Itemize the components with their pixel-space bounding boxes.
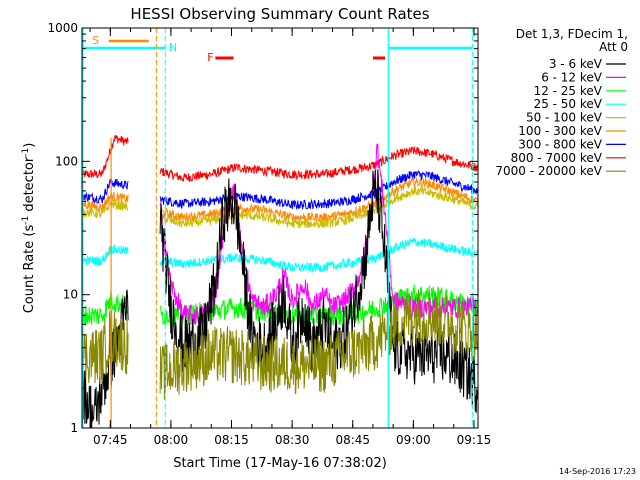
- y-tick-label: 1: [70, 421, 78, 435]
- series-line-6: [159, 143, 479, 326]
- legend-label: 3 - 6 keV: [549, 57, 603, 71]
- legend-label: 7000 - 20000 keV: [495, 164, 602, 178]
- x-tick-label: 08:00: [154, 433, 189, 447]
- x-tick-label: 08:15: [214, 433, 249, 447]
- x-tick-label: 09:15: [457, 433, 492, 447]
- legend-label: 100 - 300 keV: [518, 124, 602, 138]
- y-axis-ticks: 1 10 100 1000: [47, 21, 478, 435]
- y-axis-label: Count Rate (s-1 detector-1): [21, 143, 37, 314]
- x-tick-label: 08:45: [335, 433, 370, 447]
- plot-frame: [81, 27, 479, 429]
- x-tick-label: 09:00: [396, 433, 431, 447]
- legend-label: 800 - 7000 keV: [511, 151, 603, 165]
- series-line-3: [81, 186, 479, 229]
- y-tick-label: 10: [63, 288, 78, 302]
- x-tick-label: 07:45: [93, 433, 128, 447]
- series-line-1: [81, 170, 479, 211]
- flare-label: F: [207, 51, 213, 64]
- x-axis-ticks: 07:45 08:00 08:15 08:30 08:45 09:00 09:15: [89, 28, 492, 447]
- x-tick-label: 08:30: [275, 433, 310, 447]
- plot-area: S N F: [81, 28, 479, 429]
- series-line-8: [81, 289, 479, 400]
- night-label: N: [169, 41, 177, 54]
- legend-label: 300 - 800 keV: [518, 137, 602, 151]
- series-line-4: [81, 237, 479, 274]
- y-tick-label: 1000: [47, 21, 78, 35]
- legend-label: 12 - 25 keV: [534, 84, 603, 98]
- legend-title-line-2: Att 0: [599, 40, 628, 54]
- x-axis-label: Start Time (17-May-16 07:38:02): [173, 456, 387, 471]
- saa-label: S: [92, 34, 99, 47]
- legend-label: 25 - 50 keV: [534, 97, 603, 111]
- y-tick-label: 100: [55, 154, 78, 168]
- legend-label: 50 - 100 keV: [526, 111, 603, 125]
- chart-title: HESSI Observing Summary Count Rates: [130, 5, 429, 23]
- legend-title-line-1: Det 1,3, FDecim 1,: [516, 27, 628, 41]
- series-line-2: [81, 177, 479, 224]
- footer-date: 14-Sep-2016 17:23: [559, 467, 636, 476]
- series-line-0: [81, 135, 479, 182]
- legend-label: 6 - 12 keV: [541, 70, 603, 84]
